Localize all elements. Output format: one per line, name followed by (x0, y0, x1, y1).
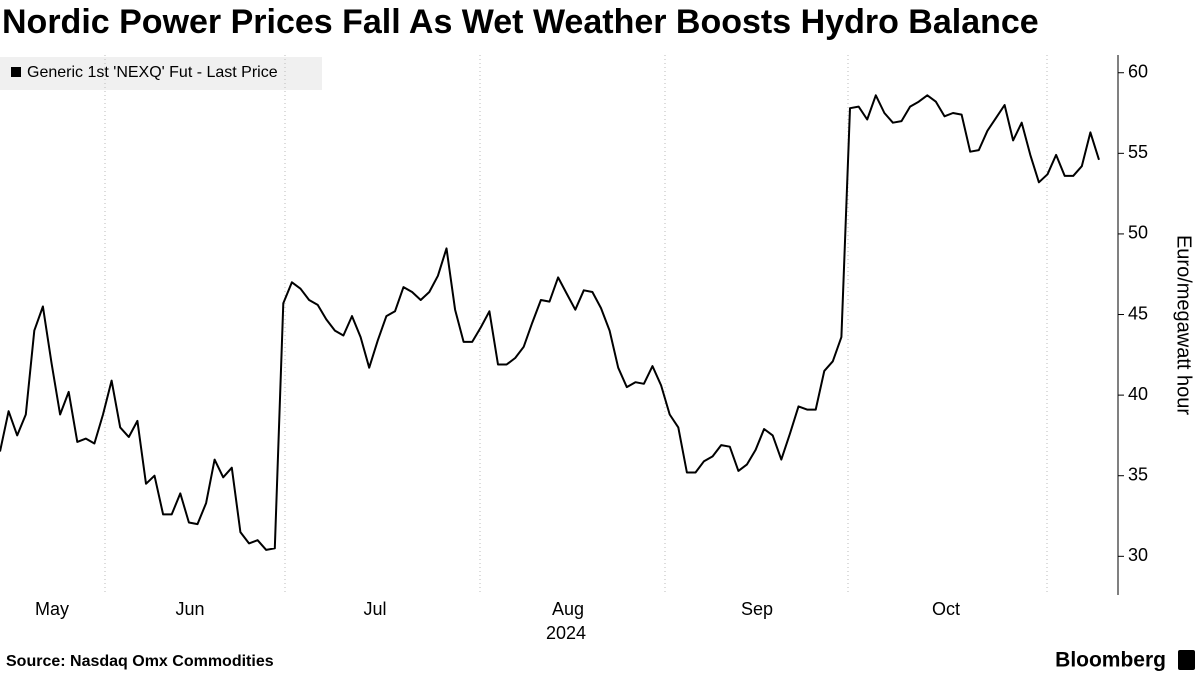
brand-icon (1178, 650, 1195, 670)
x-tick-label: Jul (363, 599, 386, 619)
brand: Bloomberg (1055, 649, 1166, 672)
legend (0, 57, 322, 90)
x-tick-label: Jun (175, 599, 204, 619)
price-line (0, 94, 1100, 551)
y-tick-label: 45 (1128, 303, 1148, 323)
x-tick-label: Sep (741, 599, 773, 619)
x-tick-label: Aug (552, 599, 584, 619)
x-tick-label: May (35, 599, 69, 619)
legend-label: Generic 1st 'NEXQ' Fut - Last Price (27, 64, 278, 81)
chart-title: Nordic Power Prices Fall As Wet Weather … (2, 3, 1039, 41)
y-tick-label: 40 (1128, 384, 1148, 404)
y-tick-label: 35 (1128, 464, 1148, 484)
x-tick-label: Oct (932, 599, 960, 619)
y-tick-label: 60 (1128, 61, 1148, 81)
legend-swatch (11, 67, 21, 77)
source: Source: Nasdaq Omx Commodities (6, 653, 274, 670)
year-label: 2024 (546, 623, 586, 643)
y-axis-label: Euro/megawatt hour (1173, 235, 1195, 415)
y-tick-label: 55 (1128, 142, 1148, 162)
y-tick-label: 30 (1128, 545, 1148, 565)
y-tick-label: 50 (1128, 223, 1148, 243)
